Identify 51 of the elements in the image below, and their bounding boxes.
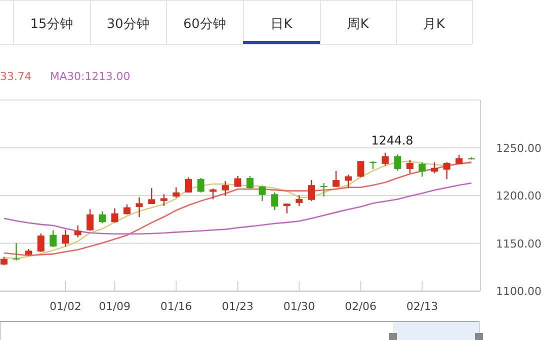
candlestick [382, 152, 389, 166]
line-series [3, 182, 472, 235]
candlestick [271, 192, 278, 211]
candlestick [258, 185, 266, 202]
candlestick [320, 182, 328, 198]
y-tick-label: 1200.00 [496, 190, 542, 202]
candlestick [246, 175, 254, 190]
candlestick [86, 208, 94, 232]
candlestick [332, 170, 340, 188]
x-tick-label: 01/16 [160, 300, 192, 313]
candlestick [418, 162, 426, 178]
candlestick [344, 174, 352, 189]
x-tick-label: 01/02 [50, 300, 82, 313]
candlestick [185, 176, 192, 194]
candlestick [37, 232, 44, 252]
y-tick-label: 1150.00 [496, 237, 542, 250]
candlestick [111, 208, 118, 224]
candlestick [148, 188, 156, 205]
candlestick [406, 159, 414, 174]
candlestick [74, 224, 82, 238]
candlestick [234, 175, 242, 188]
candlestick [124, 204, 130, 216]
candlestick [98, 210, 106, 224]
candlestick [136, 196, 143, 218]
y-tick-label: 1100.00 [496, 285, 542, 298]
x-tick-label: 02/13 [406, 300, 438, 313]
candlestick [431, 162, 438, 174]
text: MA30:1213.00 [50, 70, 130, 83]
candlestick [197, 177, 204, 194]
x-tick-label: 01/09 [98, 300, 131, 313]
candlestick [443, 162, 450, 180]
candlestick [172, 186, 180, 198]
candlestick [308, 179, 315, 202]
tabs: 15分钟 30分钟 60分钟 日K 周K 月K [0, 0, 473, 45]
candlestick [456, 154, 463, 165]
x-tick-label: 01/23 [222, 300, 254, 313]
candlestick [283, 203, 290, 214]
x-tick-label: 01/30 [283, 300, 316, 313]
text: 33.74 [0, 70, 32, 83]
candlestick [160, 194, 168, 207]
candlestick [222, 180, 229, 196]
candlestick [210, 188, 217, 200]
y-tick-label: 1250.00 [496, 142, 542, 155]
x-tick-label: 02/06 [344, 300, 377, 313]
candlestick [12, 242, 20, 262]
annotation: 1244.8 [371, 134, 414, 148]
candlestick [296, 194, 303, 207]
candlestick [357, 160, 364, 178]
candlestick [394, 154, 402, 172]
candlestick [50, 230, 57, 248]
candlestick [62, 229, 69, 247]
